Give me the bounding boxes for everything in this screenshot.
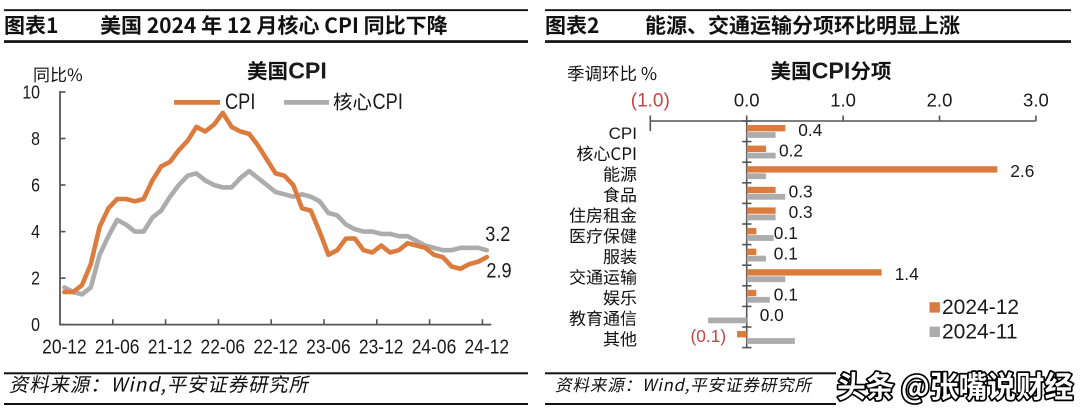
svg-text:0.1: 0.1 [774,223,798,243]
svg-text:2024-11: 2024-11 [942,321,1018,344]
svg-text:2: 2 [31,267,40,289]
svg-text:10: 10 [22,81,40,103]
svg-text:22-12: 22-12 [253,336,298,359]
svg-text:23-12: 23-12 [359,336,404,359]
svg-text:6: 6 [31,174,40,196]
svg-text:2.6: 2.6 [1010,161,1034,181]
svg-text:2024-12: 2024-12 [942,296,1019,319]
svg-text:2.9: 2.9 [486,259,511,282]
svg-text:21-12: 21-12 [148,336,193,359]
svg-text:0: 0 [31,314,40,336]
svg-text:CPI: CPI [812,58,851,84]
svg-text:CPI: CPI [609,124,637,143]
svg-text:8: 8 [31,128,40,150]
svg-text:24-12: 24-12 [465,336,510,359]
svg-text:CPI: CPI [288,58,327,84]
svg-text:0.3: 0.3 [789,202,813,222]
svg-text:0.1: 0.1 [774,243,798,263]
svg-text:22-06: 22-06 [201,336,246,359]
svg-text:0.0: 0.0 [760,305,784,325]
svg-text:(1.0): (1.0) [631,91,670,112]
svg-text:20-12: 20-12 [42,336,87,359]
svg-text:CPI: CPI [373,91,403,115]
svg-text:3.2: 3.2 [485,223,510,246]
svg-text:3.0: 3.0 [1023,90,1049,111]
svg-text:24-06: 24-06 [412,336,457,359]
svg-text:21-06: 21-06 [95,336,140,359]
svg-text:0.3: 0.3 [789,182,813,202]
svg-text:0.0: 0.0 [734,90,760,111]
svg-text:1.0: 1.0 [830,90,856,111]
svg-text:0.4: 0.4 [798,120,822,140]
svg-text:23-06: 23-06 [306,336,351,359]
svg-text:2.0: 2.0 [927,90,953,111]
svg-text:4: 4 [31,221,40,243]
svg-text:1.4: 1.4 [895,264,919,284]
svg-text:CPI: CPI [225,91,255,115]
svg-text:(0.1): (0.1) [691,326,727,346]
svg-text:0.2: 0.2 [779,140,803,160]
svg-text:0.1: 0.1 [774,285,798,305]
